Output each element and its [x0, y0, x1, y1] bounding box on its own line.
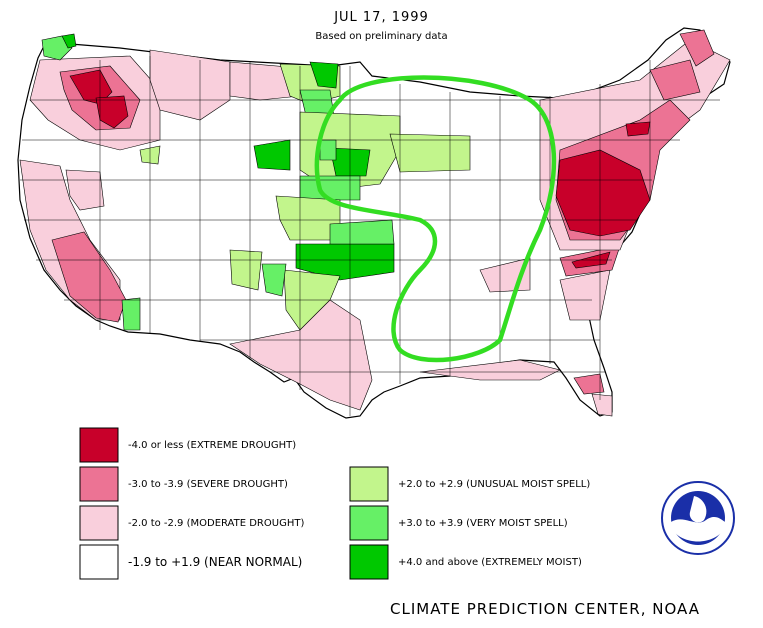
legend-swatch-unusual-moist — [349, 466, 389, 502]
region-moist-wa — [41, 35, 73, 61]
region-very-moist-ne — [299, 175, 361, 201]
legend-label-moderate: -2.0 to -2.9 (MODERATE DROUGHT) — [128, 517, 305, 529]
region-severe-ca — [51, 231, 127, 323]
region-unusual-moist-mn — [389, 133, 471, 173]
legend-label-normal: -1.9 to +1.9 (NEAR NORMAL) — [128, 555, 303, 569]
legend-item-extreme: -4.0 or less (EXTREME DROUGHT) — [120, 428, 296, 462]
legend-swatch-extremely-moist — [349, 544, 389, 580]
region-extremely-moist-mt — [253, 139, 291, 171]
region-extreme-ny — [625, 121, 651, 137]
legend-swatch-very-moist — [349, 505, 389, 541]
drought-regions — [19, 29, 731, 417]
legend-item-extremely-moist: +4.0 and above (EXTREMELY MOIST) — [390, 545, 582, 579]
region-severe-me — [679, 29, 715, 67]
region-moderate-tx — [229, 299, 373, 411]
legend-label-extremely-moist: +4.0 and above (EXTREMELY MOIST) — [398, 556, 582, 568]
legend-swatch-moderate — [79, 505, 119, 541]
region-severe-fl — [573, 373, 605, 395]
footer-credit: CLIMATE PREDICTION CENTER, NOAA — [390, 600, 700, 618]
highlight-outline — [314, 75, 557, 363]
legend-swatch-extreme — [79, 427, 119, 463]
legend-label-severe: -3.0 to -3.9 (SEVERE DROUGHT) — [128, 478, 288, 490]
legend-swatch-normal — [79, 544, 119, 580]
region-moderate-gulf — [419, 359, 561, 381]
legend-label-very-moist: +3.0 to +3.9 (VERY MOIST SPELL) — [398, 517, 568, 529]
legend-item-normal: -1.9 to +1.9 (NEAR NORMAL) — [120, 545, 302, 579]
legend-label-extreme: -4.0 or less (EXTREME DROUGHT) — [128, 439, 297, 451]
noaa-logo — [661, 481, 735, 555]
map-subtitle: Based on preliminary data — [315, 31, 448, 42]
region-very-moist-az — [121, 297, 141, 331]
region-extreme-oregon-2 — [95, 95, 129, 129]
legend-item-very-moist: +3.0 to +3.9 (VERY MOIST SPELL) — [390, 506, 568, 540]
legend-item-moderate: -2.0 to -2.9 (MODERATE DROUGHT) — [120, 506, 304, 540]
region-unusual-moist-az2 — [229, 249, 263, 291]
region-moderate-fl — [591, 393, 613, 417]
legend-item-severe: -3.0 to -3.9 (SEVERE DROUGHT) — [120, 467, 288, 501]
region-severe-ne2 — [649, 59, 701, 101]
legend-swatch-severe — [79, 466, 119, 502]
region-extreme-midatlantic — [555, 149, 651, 237]
division-borders — [20, 56, 720, 416]
region-very-moist-sd — [319, 139, 337, 161]
legend-item-unusual-moist: +2.0 to +2.9 (UNUSUAL MOIST SPELL) — [390, 467, 590, 501]
legend-label-unusual-moist: +2.0 to +2.9 (UNUSUAL MOIST SPELL) — [398, 478, 591, 490]
region-moist-wa-2 — [61, 33, 77, 49]
region-very-moist-nm — [261, 263, 287, 297]
map-date-title: JUL 17, 1999 — [334, 10, 429, 25]
region-extremely-moist-nd — [309, 61, 339, 89]
region-very-moist-ks — [329, 219, 395, 245]
